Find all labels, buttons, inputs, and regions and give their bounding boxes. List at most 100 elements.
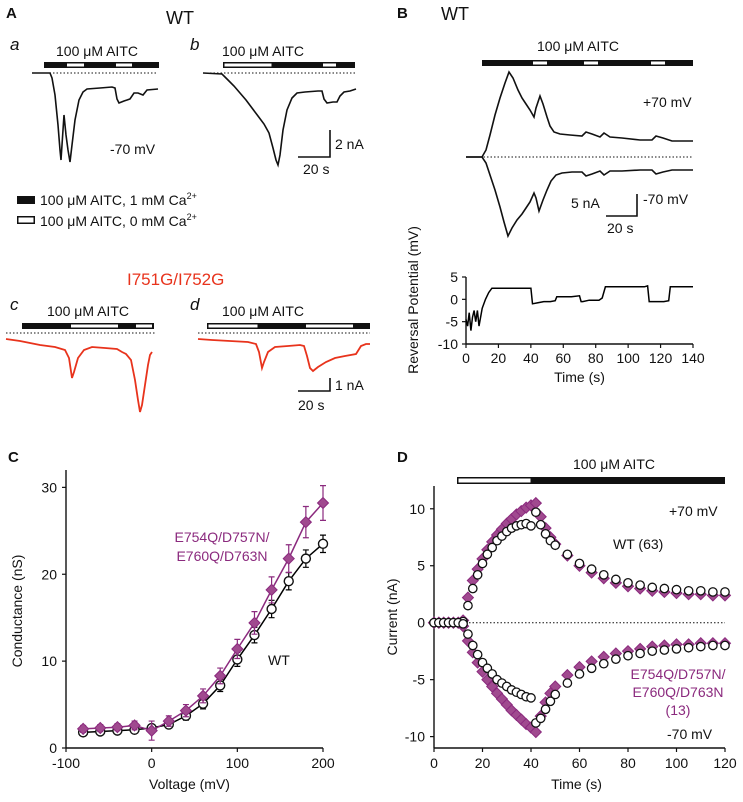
annotation-minus70: -70 mV — [667, 726, 713, 742]
data-point-wt — [535, 713, 546, 724]
data-point-wt — [472, 570, 483, 580]
scale-5nA: 5 nA — [571, 195, 600, 211]
trace-B-minus70 — [466, 156, 693, 239]
y-axis-title: Conductance (nS) — [9, 555, 25, 668]
chart-reversal-potential: 0 20 40 60 80 100 120 140 5 0 -5 -10 Time (s) Reversa… — [405, 226, 705, 385]
scale-1nA: 1 nA — [335, 377, 364, 393]
data-point-wt — [598, 658, 609, 669]
data-point-wt — [586, 663, 597, 674]
x-tick-label: 0 — [148, 755, 156, 771]
data-point-wt — [635, 580, 645, 590]
annotation-plus70: +70 mV — [669, 503, 718, 519]
data-point-wt — [482, 549, 493, 560]
aitc-label-b: 100 μM AITC — [222, 43, 304, 59]
data-point-wt — [708, 640, 718, 651]
panel-A-title: WT — [166, 8, 194, 28]
y-tick-label: -5 — [413, 672, 426, 688]
y-tick-label: 10 — [409, 501, 425, 517]
panel-letter-B: B — [397, 5, 408, 22]
x-axis-title: Voltage (mV) — [149, 776, 230, 792]
scale-20s-B: 20 s — [607, 220, 633, 236]
data-point-mutant — [282, 552, 295, 565]
data-point-mutant — [76, 722, 90, 736]
data-point-wt — [530, 507, 541, 518]
data-point-wt — [545, 696, 556, 707]
data-point-mutant — [179, 704, 193, 717]
data-point-mutant — [316, 496, 330, 510]
stim-bar-c — [22, 323, 154, 329]
data-point-wt — [683, 642, 694, 653]
panel-letter-A: A — [6, 5, 17, 22]
data-point-mutant — [196, 689, 210, 703]
panel-letter-C: C — [8, 449, 19, 466]
x-tick-label: 0 — [430, 755, 438, 771]
y-tick-label: 5 — [417, 558, 425, 574]
data-point-wt — [526, 521, 536, 531]
x-axis-title: Time (s) — [551, 776, 602, 792]
aitc-label-D: 100 μM AITC — [573, 456, 655, 472]
x-tick-label: 80 — [588, 350, 604, 366]
annotation-wt: WT (63) — [613, 536, 663, 552]
data-point-wt — [708, 587, 718, 597]
data-point-mutant — [162, 714, 176, 728]
data-point-wt — [659, 645, 670, 655]
subpanel-letter-a: a — [10, 35, 19, 54]
x-tick-label: 20 — [475, 755, 491, 771]
scale-bar-b — [298, 130, 331, 158]
data-point-wt — [472, 649, 483, 660]
data-point-mutant — [94, 721, 107, 735]
series-line-reversal — [465, 284, 693, 331]
data-point-wt — [562, 549, 573, 560]
trace-d — [197, 338, 370, 373]
x-tick-label: 80 — [620, 755, 636, 771]
legend-filled-label: 100 μM AITC, 1 mM Ca2+ — [40, 191, 197, 208]
aitc-label-c: 100 μM AITC — [47, 303, 129, 319]
data-point-wt — [266, 603, 277, 615]
data-point-mutant — [111, 720, 124, 734]
data-point-wt — [695, 585, 706, 596]
data-point-wt — [671, 584, 682, 595]
x-tick-label: 100 — [226, 755, 250, 771]
data-point-wt — [647, 582, 658, 593]
y-tick-label: 20 — [41, 566, 57, 582]
legend-A: 100 μM AITC, 1 mM Ca2+ 100 μM AITC, 0 mM… — [17, 191, 197, 229]
y-tick-label: 0 — [450, 291, 458, 307]
scale-bar-d — [298, 378, 331, 392]
legend-empty-label: 100 μM AITC, 0 mM Ca2+ — [40, 212, 197, 229]
data-point-wt — [635, 648, 645, 659]
data-point-wt — [562, 678, 573, 688]
x-tick-label: 120 — [649, 350, 673, 366]
y-tick-label: -10 — [405, 729, 425, 745]
annotation-mutant-line2: E760Q/D763N — [176, 548, 267, 564]
y-axis-title: Current (nA) — [384, 578, 400, 655]
scale-20s-d: 20 s — [298, 397, 324, 413]
data-point-wt — [659, 583, 670, 594]
stim-bar-b — [223, 62, 355, 68]
data-point-wt — [300, 553, 312, 564]
data-point-wt — [598, 570, 609, 580]
chart-current: 0 20 40 60 80 100 120 10 5 0 -5 -10 Time (s) Current … — [384, 486, 737, 792]
subpanel-letter-c: c — [10, 295, 19, 314]
data-point-wt — [647, 646, 658, 657]
data-point-wt — [317, 538, 329, 550]
panel-letter-D: D — [397, 449, 408, 466]
annotation-mutant-line2: E760Q/D763N — [632, 684, 723, 700]
mutant-title: I751G/I752G — [127, 270, 224, 289]
subpanel-letter-d: d — [190, 295, 200, 314]
data-point-wt — [526, 693, 536, 703]
annotation-mutant-n: (13) — [666, 702, 691, 718]
data-point-wt — [540, 704, 551, 715]
y-tick-label: 10 — [41, 653, 57, 669]
data-point-wt — [540, 528, 551, 539]
data-point-mutant — [248, 616, 261, 630]
y-tick-label: 0 — [417, 615, 425, 631]
holding-label-a: -70 mV — [110, 141, 156, 157]
aitc-label-d: 100 μM AITC — [222, 303, 304, 319]
data-point-wt — [463, 600, 473, 611]
x-tick-label: 100 — [665, 755, 689, 771]
data-point-wt — [477, 558, 488, 569]
annotation-wt: WT — [268, 652, 290, 668]
data-point-wt — [611, 574, 621, 585]
data-point-wt — [550, 689, 561, 700]
